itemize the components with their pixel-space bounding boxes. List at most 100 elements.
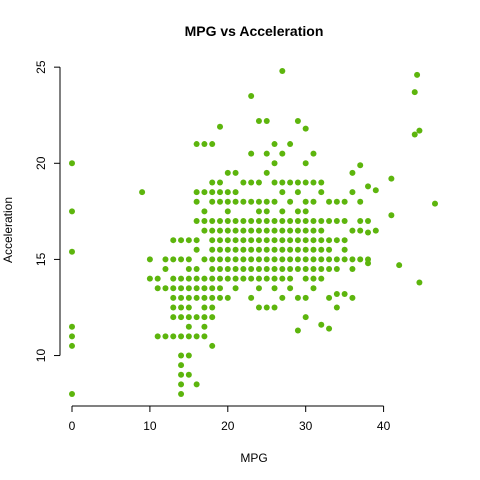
data-point	[279, 227, 286, 234]
data-point	[318, 217, 325, 224]
data-point	[255, 266, 262, 273]
data-point	[170, 314, 177, 321]
data-point	[372, 187, 379, 194]
data-point	[302, 314, 309, 321]
data-point	[201, 208, 208, 215]
data-point	[201, 294, 208, 301]
data-point	[201, 275, 208, 282]
data-point	[201, 304, 208, 311]
data-point	[217, 294, 224, 301]
x-tick-label: 20	[221, 419, 235, 433]
data-point	[240, 237, 247, 244]
data-point	[201, 323, 208, 330]
x-tick-label: 10	[143, 419, 157, 433]
y-tick-label: 15	[34, 252, 48, 266]
data-point	[279, 237, 286, 244]
data-point	[217, 266, 224, 273]
data-point	[201, 141, 208, 148]
data-point	[271, 246, 278, 253]
data-point	[341, 237, 348, 244]
data-point	[69, 160, 75, 167]
data-point	[349, 189, 356, 196]
data-point	[318, 275, 325, 282]
data-point	[287, 246, 294, 253]
data-point	[279, 189, 286, 196]
x-axis: 0 10 20 30 40	[69, 405, 391, 433]
data-point	[271, 227, 278, 234]
data-point	[271, 141, 278, 148]
data-point	[178, 285, 185, 292]
data-point	[146, 256, 153, 263]
data-point	[372, 227, 379, 234]
data-point	[263, 266, 270, 273]
data-point	[185, 323, 192, 330]
data-point	[185, 333, 192, 340]
data-point	[224, 246, 231, 253]
data-point	[326, 217, 333, 224]
data-point	[414, 71, 421, 78]
data-point	[302, 179, 309, 186]
data-point	[302, 266, 309, 273]
data-point	[240, 227, 247, 234]
data-point	[294, 266, 301, 273]
y-axis-label: Acceleration	[1, 197, 15, 263]
data-point	[69, 323, 75, 330]
data-point	[263, 150, 270, 157]
data-point	[310, 266, 317, 273]
data-point	[255, 217, 262, 224]
data-point	[287, 141, 294, 148]
x-tick-label: 30	[299, 419, 313, 433]
data-point	[248, 92, 255, 99]
data-point	[271, 256, 278, 263]
data-point	[240, 256, 247, 263]
data-point	[201, 189, 208, 196]
data-point	[178, 294, 185, 301]
data-point	[185, 294, 192, 301]
data-point	[232, 246, 239, 253]
data-point	[193, 275, 200, 282]
data-point	[263, 275, 270, 282]
data-point	[209, 314, 216, 321]
data-point	[248, 266, 255, 273]
data-point	[310, 285, 317, 292]
data-point	[310, 227, 317, 234]
data-point	[248, 179, 255, 186]
data-point	[318, 237, 325, 244]
data-point	[279, 246, 286, 253]
data-point	[357, 256, 364, 263]
data-point	[232, 198, 239, 205]
data-point	[248, 256, 255, 263]
data-point	[326, 256, 333, 263]
data-point	[365, 256, 372, 263]
data-point	[224, 189, 231, 196]
data-point	[271, 266, 278, 273]
data-point	[357, 227, 364, 234]
data-point	[217, 285, 224, 292]
data-point	[294, 256, 301, 263]
data-point	[139, 189, 146, 196]
data-point	[263, 217, 270, 224]
data-point	[201, 285, 208, 292]
data-point	[217, 198, 224, 205]
data-point	[318, 246, 325, 253]
data-point	[263, 198, 270, 205]
data-point	[287, 217, 294, 224]
data-point	[333, 291, 340, 298]
data-point	[248, 227, 255, 234]
data-point	[302, 208, 309, 215]
data-point	[240, 246, 247, 253]
data-point	[232, 266, 239, 273]
data-point	[178, 362, 185, 369]
data-point	[310, 179, 317, 186]
data-point	[255, 198, 262, 205]
data-point	[178, 391, 185, 397]
data-point	[279, 217, 286, 224]
data-point	[302, 256, 309, 263]
data-point	[146, 275, 153, 282]
data-point	[217, 227, 224, 234]
data-point	[232, 169, 239, 176]
data-point	[326, 246, 333, 253]
data-point	[170, 256, 177, 263]
data-point	[178, 275, 185, 282]
data-point	[341, 256, 348, 263]
